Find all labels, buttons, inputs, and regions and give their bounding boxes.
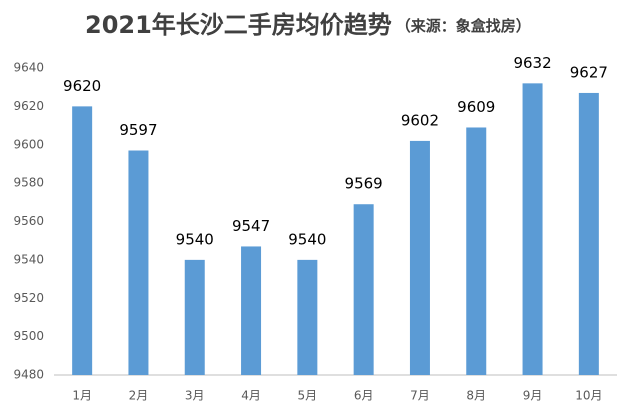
bar [522,83,543,375]
subtitle: （来源：象盒找房） [396,17,531,35]
value-label: 9620 [63,77,101,95]
value-label: 9632 [513,54,551,72]
value-label: 9540 [176,230,214,248]
value-label: 9540 [288,230,326,248]
bar [241,246,262,375]
value-label: 9602 [401,111,439,129]
x-tick-label: 2月 [129,389,149,403]
bar [184,259,205,375]
bar [409,140,430,375]
x-tick-label: 3月 [185,389,205,403]
x-tick-label: 4月 [241,389,261,403]
value-label: 9547 [232,217,270,235]
y-tick-label: 9580 [13,176,44,190]
y-tick-label: 9520 [13,291,44,305]
value-label: 9609 [457,98,495,116]
x-tick-label: 1月 [72,389,92,403]
title: 2021年长沙二手房均价趋势 [85,11,392,39]
x-tick-label: 10月 [575,389,602,403]
bar [72,106,93,375]
x-tick-label: 8月 [466,389,486,403]
bar [297,259,318,375]
y-tick-label: 9540 [13,252,44,266]
value-label: 9627 [570,63,608,81]
y-tick-label: 9560 [13,214,44,228]
x-tick-label: 9月 [523,389,543,403]
bar [353,204,374,375]
bar [466,127,487,375]
chart-title: 2021年长沙二手房均价趋势 （来源：象盒找房） [85,11,531,39]
x-tick-label: 7月 [410,389,430,403]
y-tick-label: 9480 [13,368,44,382]
value-label: 9569 [345,175,383,193]
y-tick-label: 9620 [13,99,44,113]
bar [128,150,149,375]
value-label: 9597 [119,121,157,139]
y-tick-label: 9600 [13,137,44,151]
x-tick-label: 6月 [354,389,374,403]
bar [578,92,599,375]
y-tick-label: 9500 [13,329,44,343]
y-tick-label: 9640 [13,61,44,75]
x-tick-label: 5月 [298,389,318,403]
